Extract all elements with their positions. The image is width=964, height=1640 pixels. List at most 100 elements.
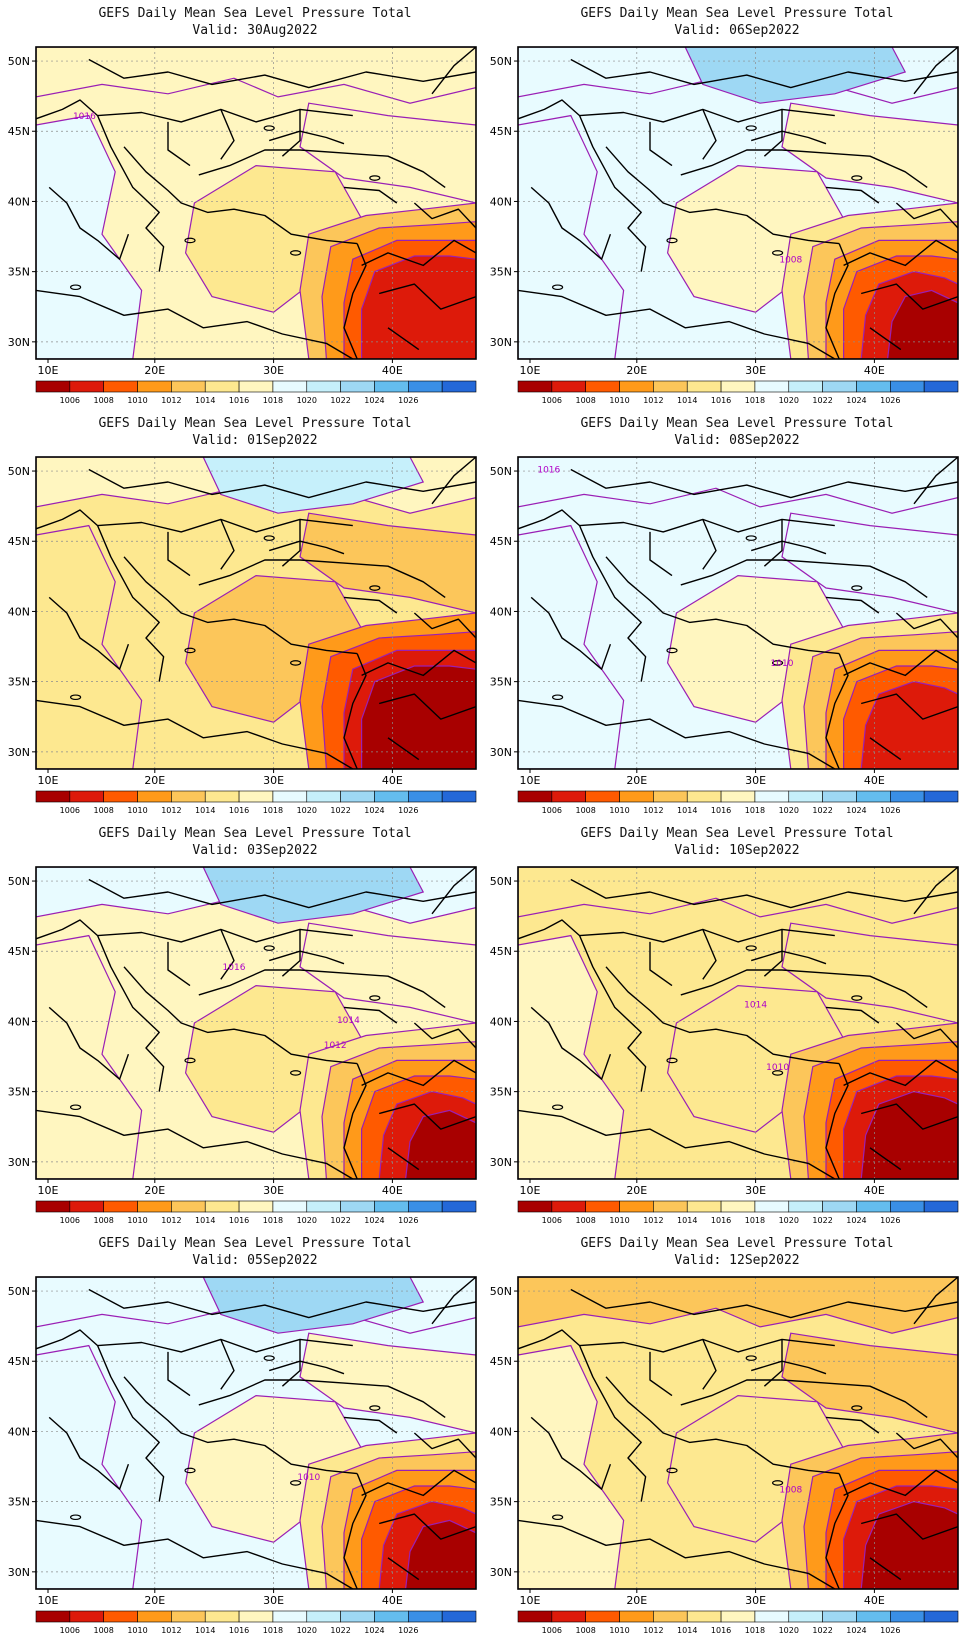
lat-label: 35N <box>8 266 30 279</box>
lon-label: 10E <box>38 364 59 377</box>
colorbar-label: 1010 <box>127 1626 147 1635</box>
colorbar-swatch <box>890 380 925 393</box>
boundary-line <box>649 1351 673 1397</box>
lon-label: 10E <box>520 1184 541 1197</box>
contour-label: 1010 <box>766 1063 789 1073</box>
colorbar-label: 1026 <box>880 1626 900 1635</box>
colorbar: 1006 1008 1010 1012 1014 1016 1018 1020 1022 1024… <box>517 790 959 815</box>
boundary-line <box>680 969 928 1008</box>
boundary-line <box>379 693 476 720</box>
colorbar-label: 1024 <box>364 1216 384 1225</box>
island-outline <box>369 585 381 591</box>
colorbar-label: 1018 <box>745 396 765 405</box>
colorbar-label: 1014 <box>677 396 697 405</box>
boundary-line <box>379 283 476 310</box>
contour-label: 1014 <box>337 1016 360 1026</box>
colorbar-swatch <box>374 1200 409 1213</box>
panel-valid-date: Valid: 12Sep2022 <box>674 1253 800 1268</box>
island-outline <box>551 1104 564 1111</box>
island-outline <box>290 660 302 666</box>
coastlines-borders <box>518 1277 958 1589</box>
boundary-line <box>220 1339 235 1390</box>
colorbar-label: 1022 <box>812 1626 832 1635</box>
boundary-line <box>825 1473 849 1589</box>
colorbar-label: 1016 <box>711 1626 731 1635</box>
boundary-line <box>220 109 235 160</box>
isobar-region-west <box>36 524 143 769</box>
contour-label: 1016 <box>73 112 96 122</box>
island-outline <box>851 175 863 181</box>
boundary-line <box>530 186 612 260</box>
colorbar-swatch <box>204 790 240 803</box>
colorbar-label: 1010 <box>609 806 629 815</box>
lat-label: 50N <box>8 465 30 478</box>
lat-label: 45N <box>8 125 30 138</box>
boundary-line <box>36 1329 165 1502</box>
boundary-line <box>680 559 928 598</box>
coastlines-borders <box>36 867 476 1179</box>
colorbar-swatch <box>686 790 722 803</box>
colorbar-label: 1016 <box>229 806 249 815</box>
colorbar-label: 1016 <box>711 396 731 405</box>
colorbar-label: 1018 <box>745 806 765 815</box>
pressure-field <box>36 457 476 769</box>
map-area <box>36 457 476 769</box>
island-outline <box>666 1467 678 1474</box>
boundary-line <box>36 509 165 682</box>
island-outline <box>851 1405 863 1411</box>
pressure-field <box>518 1277 958 1589</box>
map-area: 1016 1014 1012 <box>36 867 476 1179</box>
boundary-line <box>36 919 165 1092</box>
colorbar-label: 1012 <box>643 1216 663 1225</box>
colorbar-swatch <box>272 1610 308 1623</box>
coastlines-borders <box>36 457 476 769</box>
forecast-panel-03Sep2022: GEFS Daily Mean Sea Level Pressure Total… <box>0 820 482 1230</box>
colorbar-label: 1018 <box>263 1216 283 1225</box>
pressure-field <box>36 47 476 359</box>
lat-label: 35N <box>8 1496 30 1509</box>
boundary-line <box>343 1473 367 1589</box>
contour-label: 1010 <box>771 659 794 669</box>
island-outline <box>184 647 196 654</box>
lat-label: 50N <box>490 55 512 68</box>
boundary-line <box>825 1006 880 1024</box>
colorbar-label: 1020 <box>779 1626 799 1635</box>
map-frame <box>35 456 477 770</box>
colorbar-swatch <box>822 790 857 803</box>
colorbar: 1006 1008 1010 1012 1014 1016 1018 1020 1022 1024… <box>517 380 959 405</box>
map-area: 1016 <box>36 47 476 359</box>
forecast-panel-10Sep2022: GEFS Daily Mean Sea Level Pressure Total… <box>482 820 964 1230</box>
lon-label: 40E <box>864 1184 885 1197</box>
colorbar-swatch <box>137 1610 172 1623</box>
boundary-line <box>281 519 301 567</box>
island-outline <box>666 1057 678 1064</box>
colorbar-label: 1006 <box>60 396 80 405</box>
lat-label: 45N <box>8 1355 30 1368</box>
boundary-line <box>570 58 958 89</box>
boundary-line <box>431 457 476 505</box>
boundary-line <box>843 1469 958 1497</box>
boundary-line <box>825 243 849 359</box>
lat-label: 35N <box>8 676 30 689</box>
colorbar-swatch <box>441 1200 477 1213</box>
lat-label: 30N <box>8 1156 30 1169</box>
colorbar-label: 1022 <box>330 1216 350 1225</box>
boundary-line <box>36 289 354 359</box>
colorbar-swatch <box>238 1610 274 1623</box>
colorbar-label: 1008 <box>94 396 114 405</box>
boundary-line <box>281 929 301 977</box>
colorbar-swatch <box>306 380 341 393</box>
lat-label: 45N <box>490 125 512 138</box>
colorbar-swatch <box>238 790 274 803</box>
graticule <box>36 457 476 769</box>
boundary-line <box>680 1379 928 1418</box>
colorbar-swatch <box>69 790 104 803</box>
colorbar-swatch <box>551 1200 586 1213</box>
colorbar-label: 1026 <box>880 396 900 405</box>
colorbar-swatch <box>619 1200 654 1213</box>
lon-label: 30E <box>263 1594 284 1607</box>
colorbar-swatch <box>272 790 308 803</box>
isobar-region-west <box>518 524 625 769</box>
colorbar-swatch <box>408 380 443 393</box>
colorbar-label: 1016 <box>711 1216 731 1225</box>
